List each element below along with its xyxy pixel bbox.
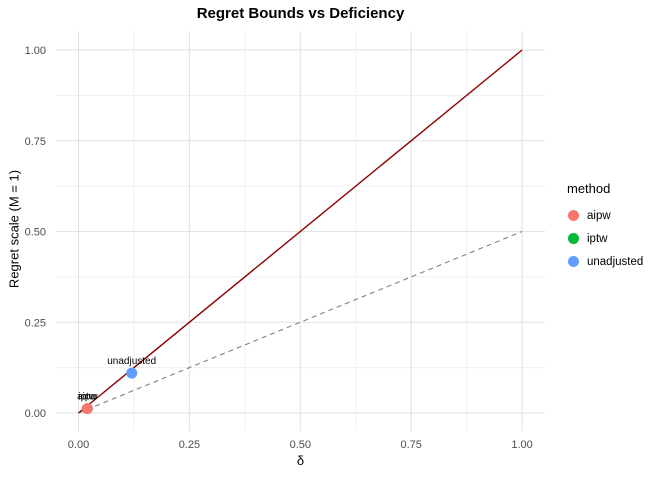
point-label-aipw: aipw [77, 392, 98, 403]
legend-label: aipw [587, 209, 611, 222]
dashed-reference-line [78, 230, 523, 414]
point-label-iptw: iptw [78, 392, 97, 403]
point-label-unadjusted: unadjusted [107, 356, 156, 367]
x-tick-label: 0.50 [290, 439, 311, 451]
legend-label: iptw [587, 232, 608, 245]
data-point-unadjusted [126, 367, 138, 379]
solid-bound-line [78, 49, 523, 414]
plot-title: Regret Bounds vs Deficiency [196, 5, 405, 22]
legend-key-dot-icon [568, 233, 579, 244]
legend-item-unadjusted: unadjusted [568, 250, 643, 273]
y-axis-title: Regret scale (M = 1) [6, 169, 22, 289]
x-axis-title: δ [296, 453, 305, 468]
legend: method aipw iptw unadjusted [567, 181, 643, 273]
legend-label: unadjusted [587, 255, 644, 268]
y-tick-label: 0.75 [25, 136, 46, 148]
x-tick-label: 0.75 [400, 439, 421, 451]
legend-key-dot-icon [568, 256, 579, 267]
y-tick-label: 1.00 [25, 45, 46, 57]
y-tick-label: 0.00 [25, 408, 46, 420]
x-tick-label: 0.25 [179, 439, 200, 451]
y-tick-label: 0.25 [25, 317, 46, 329]
legend-item-iptw: iptw [568, 227, 643, 250]
y-tick-label: 0.50 [25, 227, 46, 239]
legend-key-dot-icon [568, 210, 579, 221]
data-point-aipw [81, 403, 93, 415]
x-tick-label: 0.00 [68, 439, 89, 451]
legend-title: method [567, 181, 611, 196]
x-tick-label: 1.00 [511, 439, 532, 451]
legend-item-aipw: aipw [568, 204, 643, 227]
